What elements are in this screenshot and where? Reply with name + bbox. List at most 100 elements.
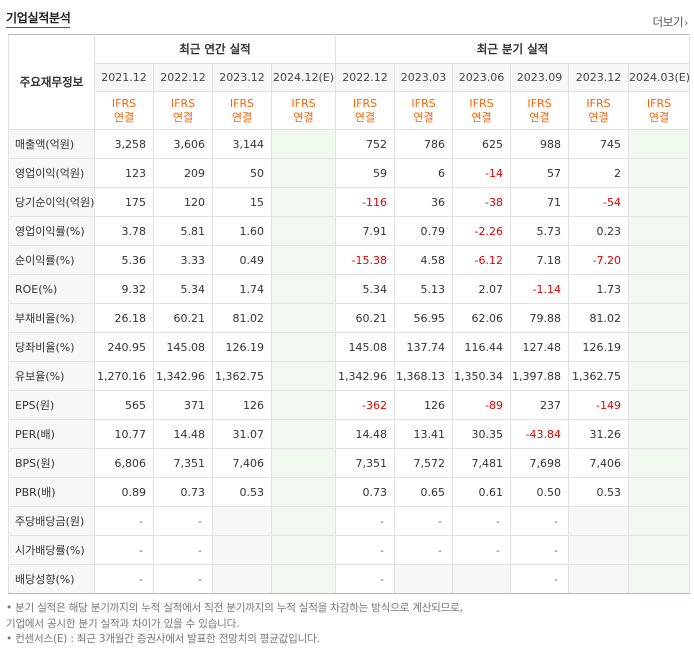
ifrs-line1: IFRS [411, 96, 436, 110]
ifrs-consolidated-label: IFRS 연결 [452, 91, 511, 130]
table-cell: 7.91 [335, 216, 395, 246]
ifrs-text: IFRS 연결 [230, 97, 254, 125]
table-cell: -43.84 [510, 419, 569, 449]
table-cell [271, 361, 336, 391]
table-cell [212, 535, 272, 565]
table-cell: -116 [335, 187, 395, 217]
table-cell: 3.78 [94, 216, 154, 246]
ifrs-line2: 연결 [413, 110, 434, 124]
period-header: 2023.03 [394, 63, 453, 92]
ifrs-text: IFRS 연결 [647, 97, 671, 125]
ifrs-text: IFRS 연결 [291, 97, 315, 125]
ifrs-consolidated-label: IFRS 연결 [568, 91, 629, 130]
ifrs-line2: 연결 [172, 110, 194, 124]
table-cell: - [510, 535, 569, 565]
table-cell: 13.41 [394, 419, 453, 449]
table-row: 당좌비율(%) 240.95 145.08 126.19 145.08 137.74 116… [8, 332, 691, 362]
ifrs-line2: 연결 [231, 110, 253, 124]
more-label[interactable]: 더보기 [652, 15, 684, 29]
table-cell: - [510, 564, 569, 594]
table-cell: 60.21 [153, 303, 213, 333]
table-cell: 0.53 [568, 477, 629, 507]
row-label: 유보율(%) [8, 361, 95, 391]
table-row: 배당성향(%) - - - - [8, 564, 691, 594]
table-cell [452, 564, 511, 594]
period-header: 2022.12 [153, 63, 213, 92]
table-cell: - [510, 506, 569, 536]
table-cell: 14.48 [335, 419, 395, 449]
table-cell: 145.08 [335, 332, 395, 362]
row-label: ROE(%) [8, 274, 95, 304]
row-label: 주당배당금(원) [8, 506, 95, 536]
table-cell: 1,368.13 [394, 361, 453, 391]
period-header: 2023.12 [212, 63, 272, 92]
table-cell [271, 245, 336, 275]
table-cell: 0.65 [394, 477, 453, 507]
table-cell [627, 361, 691, 391]
table-cell: 36 [394, 187, 453, 217]
table-cell: 126.19 [212, 332, 272, 362]
table-cell: 126.19 [568, 332, 629, 362]
table-cell: 625 [452, 129, 511, 159]
table-cell: 0.79 [394, 216, 453, 246]
table-cell [627, 332, 691, 362]
table-cell [271, 535, 336, 565]
footnote-line: 기업에서 공시한 분기 실적과 차이가 있을 수 있습니다. [6, 617, 240, 630]
table-cell: 5.81 [153, 216, 213, 246]
table-cell: - [452, 535, 511, 565]
table-cell: 4.58 [394, 245, 453, 275]
ifrs-consolidated-label: IFRS 연결 [271, 91, 336, 130]
table-cell: 0.73 [335, 477, 395, 507]
table-cell: 137.74 [394, 332, 453, 362]
table-cell [271, 303, 336, 333]
table-cell [627, 303, 691, 333]
footnotes: • 분기 실적은 해당 분기까지의 누적 실적에서 직전 분기까지의 누적 실적… [6, 601, 463, 648]
table-cell: 1,362.75 [212, 361, 272, 391]
row-label: 영업이익률(%) [8, 216, 95, 246]
table-cell: 127.48 [510, 332, 569, 362]
table-cell [627, 274, 691, 304]
table-cell: 14.48 [153, 419, 213, 449]
table-row: 순이익률(%) 5.36 3.33 0.49 -15.38 4.58 -6.12 7.18 -7… [8, 245, 691, 275]
table-row: 매출액(억원) 3,258 3,606 3,144 752 786 625 988 745 [8, 129, 691, 159]
period-header: 2023.12 [568, 63, 629, 92]
table-cell: 240.95 [94, 332, 154, 362]
period-header: 2024.12(E) [271, 63, 336, 92]
table-cell: -1.14 [510, 274, 569, 304]
ifrs-line1: IFRS [170, 96, 196, 110]
ifrs-text: IFRS 연결 [171, 97, 195, 125]
table-cell: 1,342.96 [153, 361, 213, 391]
table-cell: 116.44 [452, 332, 511, 362]
table-cell: 2 [568, 158, 629, 188]
table-cell: - [94, 564, 154, 594]
table-cell: 3,258 [94, 129, 154, 159]
table-cell [271, 564, 336, 594]
table-cell: - [153, 535, 213, 565]
ifrs-line1: IFRS [229, 96, 255, 110]
more-link[interactable]: 더보기› [652, 14, 688, 30]
ifrs-text: IFRS 연결 [527, 97, 551, 125]
table-row: 주당배당금(원) - - - - - - [8, 506, 691, 536]
table-cell: 1.73 [568, 274, 629, 304]
table-cell: 237 [510, 390, 569, 420]
table-cell: 371 [153, 390, 213, 420]
ifrs-line1: IFRS [586, 96, 611, 110]
table-cell: 0.73 [153, 477, 213, 507]
table-cell [627, 158, 691, 188]
row-label: EPS(원) [8, 390, 95, 420]
table-cell: 7,406 [212, 448, 272, 478]
table-cell: -15.38 [335, 245, 395, 275]
table-row: 유보율(%) 1,270.16 1,342.96 1,362.75 1,342.96 1,… [8, 361, 691, 391]
table-cell [271, 216, 336, 246]
table-cell: 57 [510, 158, 569, 188]
table-cell: -149 [568, 390, 629, 420]
table-cell [568, 564, 629, 594]
table-cell: 50 [212, 158, 272, 188]
row-label: 영업이익(억원) [8, 158, 95, 188]
row-label: PBR(배) [8, 477, 95, 507]
table-row: ROE(%) 9.32 5.34 1.74 5.34 5.13 2.07 -1.14 1.73 [8, 274, 691, 304]
row-label: 매출액(억원) [8, 129, 95, 159]
table-cell: 0.50 [510, 477, 569, 507]
table-cell [627, 419, 691, 449]
table-row: 영업이익(억원) 123 209 50 59 6 -14 57 2 [8, 158, 691, 188]
